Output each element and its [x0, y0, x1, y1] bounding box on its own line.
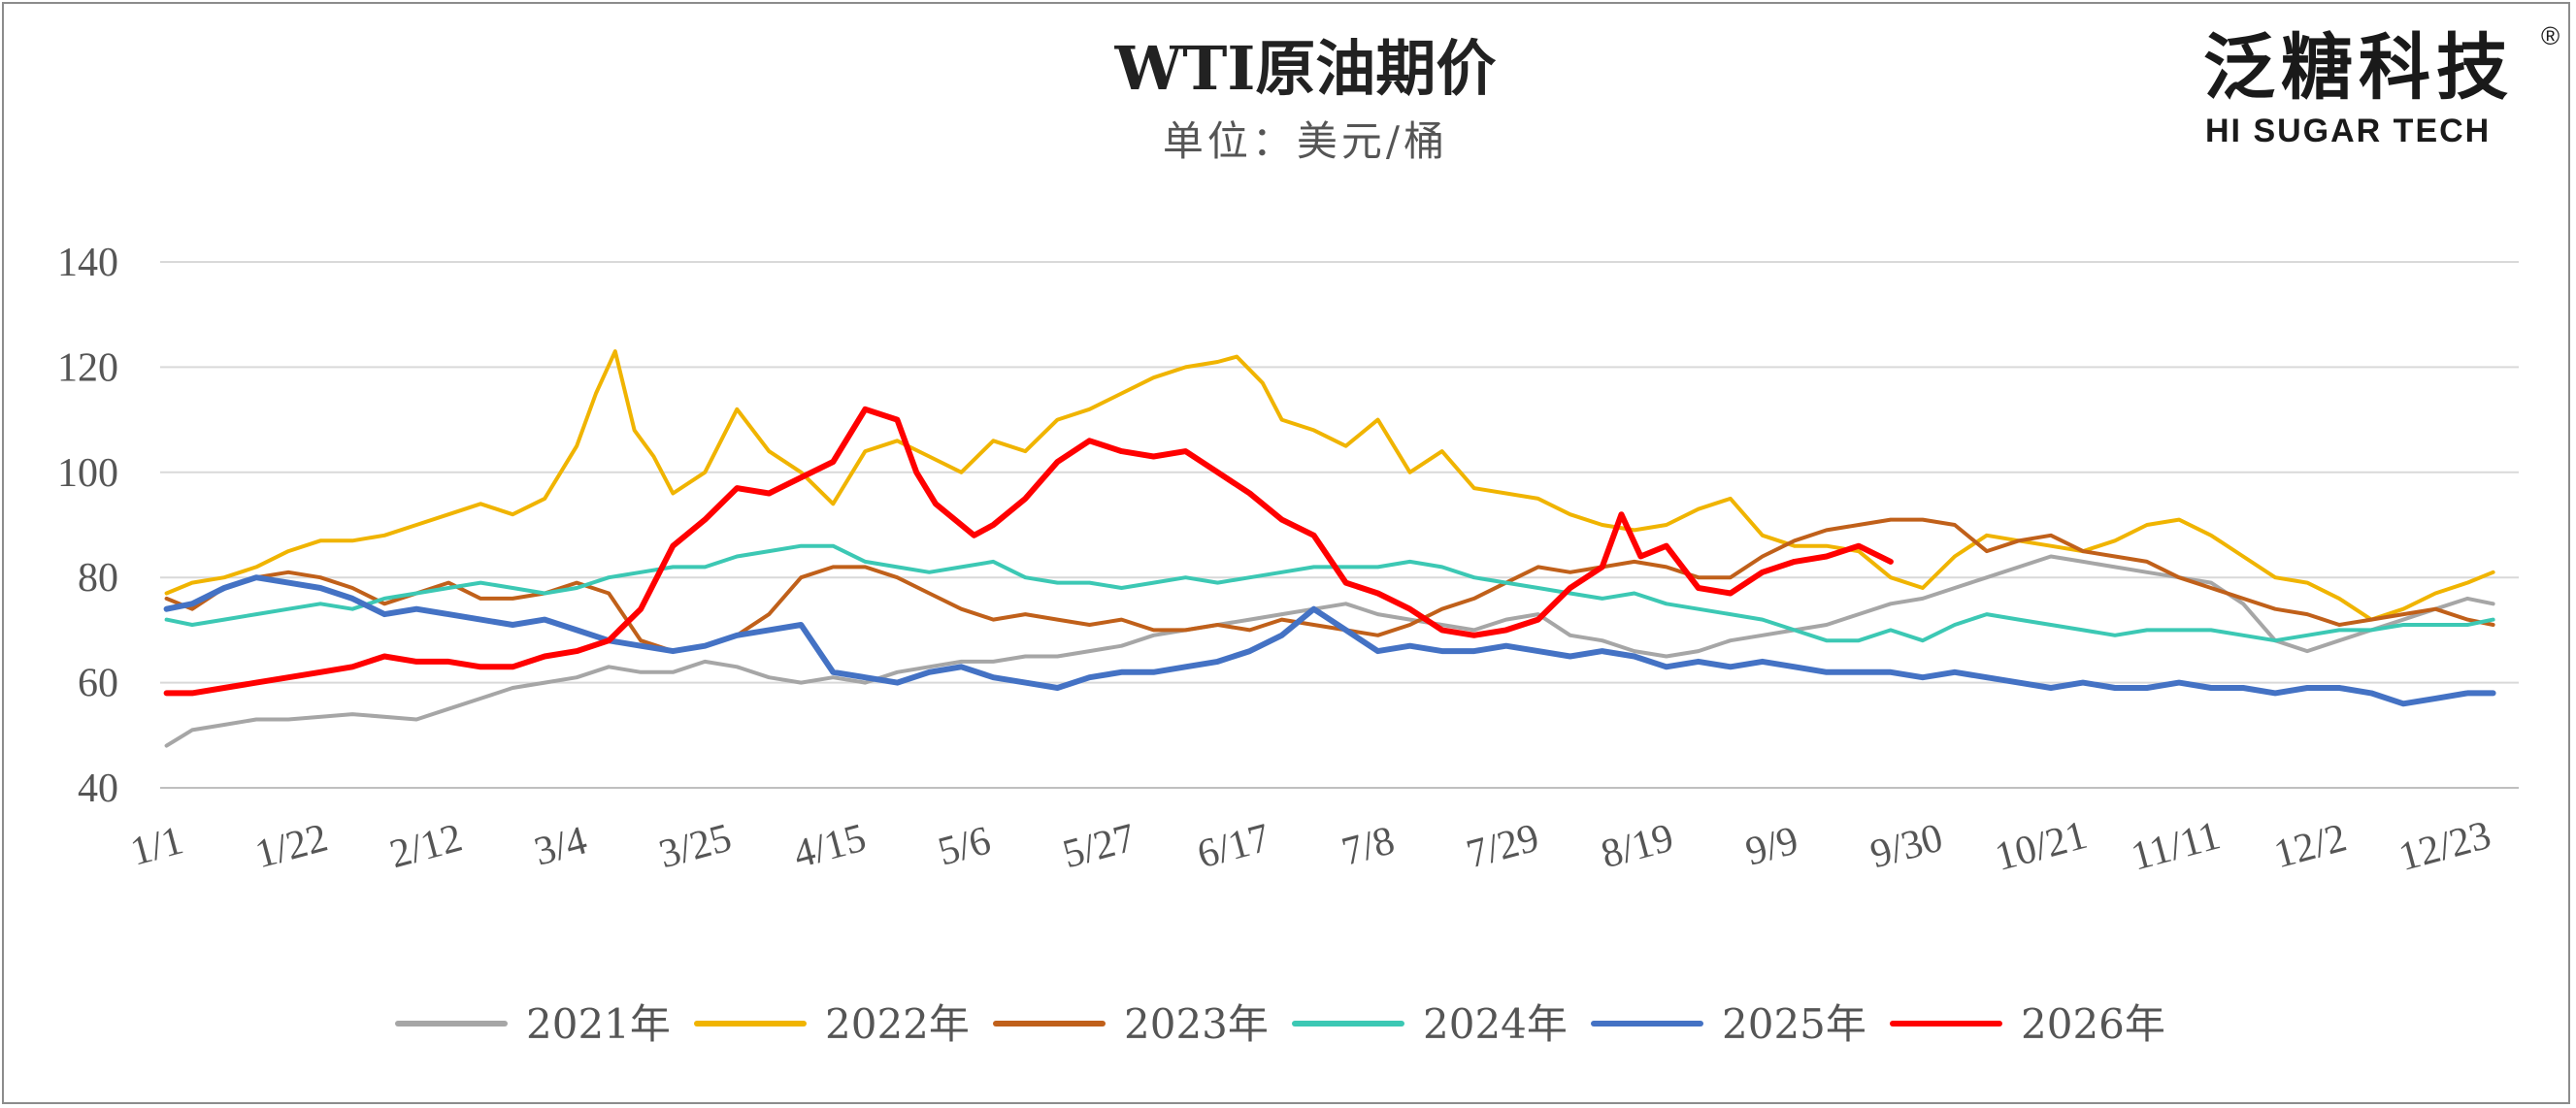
x-axis-ticks: 1/1 1/22 2/12 3/4 3/25 4/15 5/6 5/27 6/17 7/8 7/29…	[126, 813, 2495, 880]
x-tick-label: 12/2	[2269, 816, 2351, 878]
legend-item: 2026年	[1890, 1000, 2165, 1048]
y-axis-ticks: 40 60 80 100 120 140	[57, 241, 118, 811]
x-tick-label: 10/21	[1991, 813, 2092, 880]
x-tick-label: 9/9	[1741, 818, 1803, 874]
series-line-2022年	[164, 349, 2495, 622]
legend-item: 2024年	[1292, 1000, 1568, 1048]
y-tick-label: 140	[57, 241, 118, 285]
y-tick-label: 80	[78, 556, 118, 601]
chart-subtitle: 单位：美元/桶	[1163, 117, 1448, 165]
x-tick: 5/6	[934, 818, 996, 874]
x-tick: 11/11	[2127, 813, 2225, 879]
chart-title: WTI原油期价	[1114, 33, 1497, 104]
x-tick-label: 8/19	[1597, 816, 1678, 878]
legend-label: 2026年	[2021, 1000, 2165, 1048]
legend-label: 2024年	[1423, 1000, 1568, 1048]
x-tick: 9/30	[1866, 816, 1947, 878]
x-tick-label: 9/30	[1866, 816, 1947, 878]
x-tick: 8/19	[1597, 816, 1678, 878]
series-lines	[163, 349, 2496, 748]
x-tick: 9/9	[1741, 818, 1803, 874]
x-tick: 5/27	[1058, 816, 1139, 878]
x-tick: 1/22	[250, 816, 332, 878]
brand-logo-cn: 泛糖科技	[2203, 26, 2514, 110]
x-tick: 3/4	[530, 818, 592, 874]
x-tick-label: 7/29	[1462, 816, 1543, 878]
series-line-2024年	[164, 543, 2495, 643]
legend-item: 2021年	[395, 1000, 671, 1048]
x-tick-label: 3/4	[530, 818, 592, 874]
x-tick: 12/23	[2394, 813, 2495, 880]
y-tick-label: 40	[78, 766, 118, 811]
legend-label: 2021年	[526, 1000, 671, 1048]
x-tick: 3/25	[654, 816, 736, 878]
x-tick: 2/12	[385, 816, 467, 878]
x-tick: 10/21	[1991, 813, 2092, 880]
x-tick: 7/29	[1462, 816, 1543, 878]
y-tick-label: 60	[78, 662, 118, 706]
series-line-2025年	[163, 574, 2496, 707]
legend: 2021年 2022年 2023年 2024年 2025年 2026年	[395, 1000, 2165, 1048]
x-tick-label: 6/17	[1193, 816, 1274, 878]
series-line-2021年	[164, 554, 2495, 748]
x-tick: 7/8	[1338, 818, 1400, 874]
y-tick-label: 120	[57, 345, 118, 390]
legend-label: 2025年	[1722, 1000, 1866, 1048]
x-tick-label: 5/27	[1058, 816, 1139, 878]
x-tick-label: 7/8	[1338, 818, 1400, 874]
legend-label: 2023年	[1124, 1000, 1269, 1048]
x-tick: 4/15	[789, 816, 871, 878]
brand-logo-en: HI SUGAR TECH	[2205, 113, 2491, 149]
legend-item: 2023年	[993, 1000, 1269, 1048]
x-tick-label: 5/6	[934, 818, 996, 874]
x-tick-label: 1/1	[126, 818, 188, 874]
x-tick: 1/1	[126, 818, 188, 874]
brand-logo-reg: ®	[2541, 21, 2559, 50]
x-tick: 12/2	[2269, 816, 2351, 878]
x-tick-label: 4/15	[789, 816, 871, 878]
x-tick: 6/17	[1193, 816, 1274, 878]
x-tick-label: 12/23	[2394, 813, 2495, 880]
legend-item: 2022年	[694, 1000, 970, 1048]
y-tick-label: 100	[57, 451, 118, 496]
brand-logo: 泛糖科技 ® HI SUGAR TECH	[2203, 21, 2559, 149]
legend-label: 2022年	[825, 1000, 970, 1048]
gridlines	[160, 261, 2519, 684]
x-tick-label: 2/12	[385, 816, 467, 878]
series-line-2026年	[163, 406, 1894, 697]
x-tick-label: 1/22	[250, 816, 332, 878]
x-tick-label: 11/11	[2127, 813, 2225, 879]
legend-item: 2025年	[1591, 1000, 1866, 1048]
x-tick-label: 3/25	[654, 816, 736, 878]
